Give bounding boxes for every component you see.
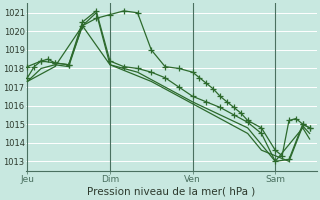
X-axis label: Pression niveau de la mer( hPa ): Pression niveau de la mer( hPa ) <box>87 187 255 197</box>
